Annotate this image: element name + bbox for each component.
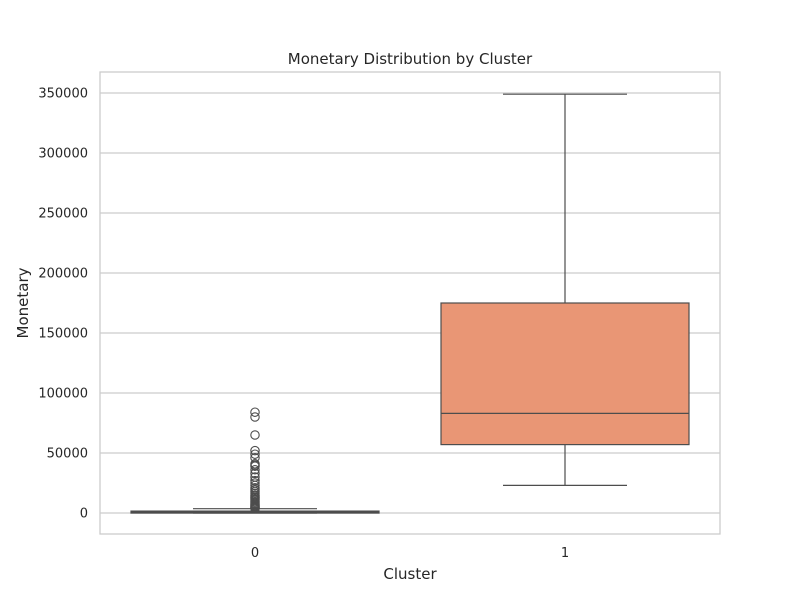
- outlier-point: [250, 483, 260, 493]
- y-tick-label: 250000: [38, 207, 88, 222]
- gridlines: [100, 92, 720, 514]
- iqr-box: [440, 302, 690, 446]
- outlier-point: [250, 407, 260, 417]
- outlier-point: [250, 475, 260, 486]
- box-plot-cluster-1: [440, 93, 690, 486]
- outlier-point: [250, 478, 260, 488]
- x-tick-label: 1: [561, 546, 569, 561]
- y-tick-label: 100000: [38, 387, 88, 402]
- outlier-point: [250, 472, 260, 482]
- plot-frame: [99, 71, 721, 535]
- y-tick-label: 50000: [47, 447, 88, 462]
- box-plot-cluster-0: [130, 407, 380, 514]
- outlier-point: [250, 430, 260, 440]
- y-tick-label: 150000: [38, 327, 88, 342]
- y-tick-label: 300000: [38, 147, 88, 162]
- outlier-point: [250, 412, 260, 422]
- y-tick-label: 200000: [38, 267, 88, 282]
- outlier-point: [250, 449, 260, 459]
- y-tick-label: 350000: [38, 87, 88, 102]
- y-tick-label: 0: [80, 507, 88, 522]
- outlier-point: [250, 465, 260, 475]
- box-plots: [130, 93, 690, 514]
- outlier-point: [250, 459, 260, 469]
- chart-title: Monetary Distribution by Cluster: [288, 50, 533, 68]
- outlier-point: [250, 445, 260, 456]
- outlier-point: [250, 453, 260, 463]
- y-tick-labels: 0 50000 100000 150000 200000 250000 300000 3500…: [38, 87, 88, 522]
- y-axis-title: Monetary: [14, 267, 32, 338]
- x-axis-title: Cluster: [383, 565, 437, 583]
- x-tick-label: 0: [251, 546, 259, 561]
